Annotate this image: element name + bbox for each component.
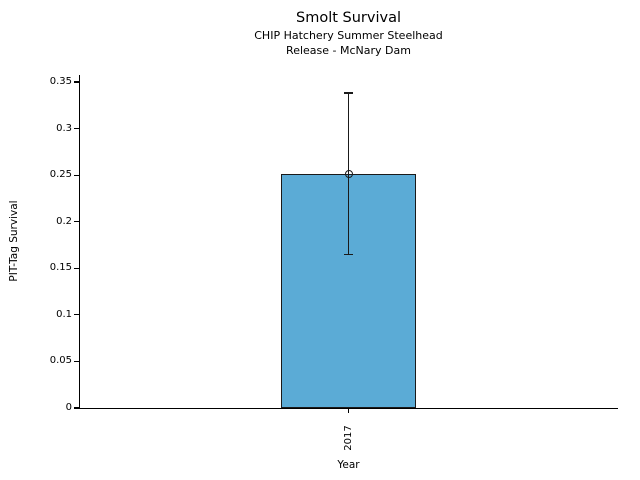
- y-tick-label: 0.25: [49, 169, 72, 181]
- y-tick-mark: [74, 81, 79, 83]
- y-tick-mark: [74, 360, 79, 363]
- y-tick-label: 0.3: [56, 122, 72, 134]
- y-tick-label: 0.2: [56, 215, 72, 227]
- y-tick-mark: [74, 127, 79, 130]
- y-tick-mark: [74, 221, 79, 223]
- chart-subtitle-line2: Release - McNary Dam: [286, 44, 411, 57]
- data-point-marker-icon: [344, 170, 353, 179]
- chart-subtitle-line1: CHIP Hatchery Summer Steelhead: [254, 29, 443, 42]
- y-tick-label: 0.05: [49, 355, 72, 367]
- y-tick-mark: [74, 267, 79, 269]
- y-tick-label: 0: [65, 402, 72, 413]
- y-tick-label: 0.15: [49, 262, 72, 274]
- x-axis-label: Year: [337, 459, 360, 471]
- y-tick-mark: [74, 174, 79, 176]
- y-axis-spine: [79, 75, 81, 408]
- chart-title: Smolt Survival: [296, 10, 401, 26]
- x-tick-mark: [347, 408, 350, 413]
- x-tick-label: 2017: [342, 425, 354, 451]
- y-tick-mark: [74, 314, 79, 316]
- y-tick-label: 0.35: [49, 76, 72, 87]
- y-tick-mark: [74, 407, 79, 409]
- error-bar-cap-top: [344, 92, 353, 94]
- error-bar-cap-bottom: [344, 253, 353, 256]
- y-tick-label: 0.1: [56, 308, 72, 320]
